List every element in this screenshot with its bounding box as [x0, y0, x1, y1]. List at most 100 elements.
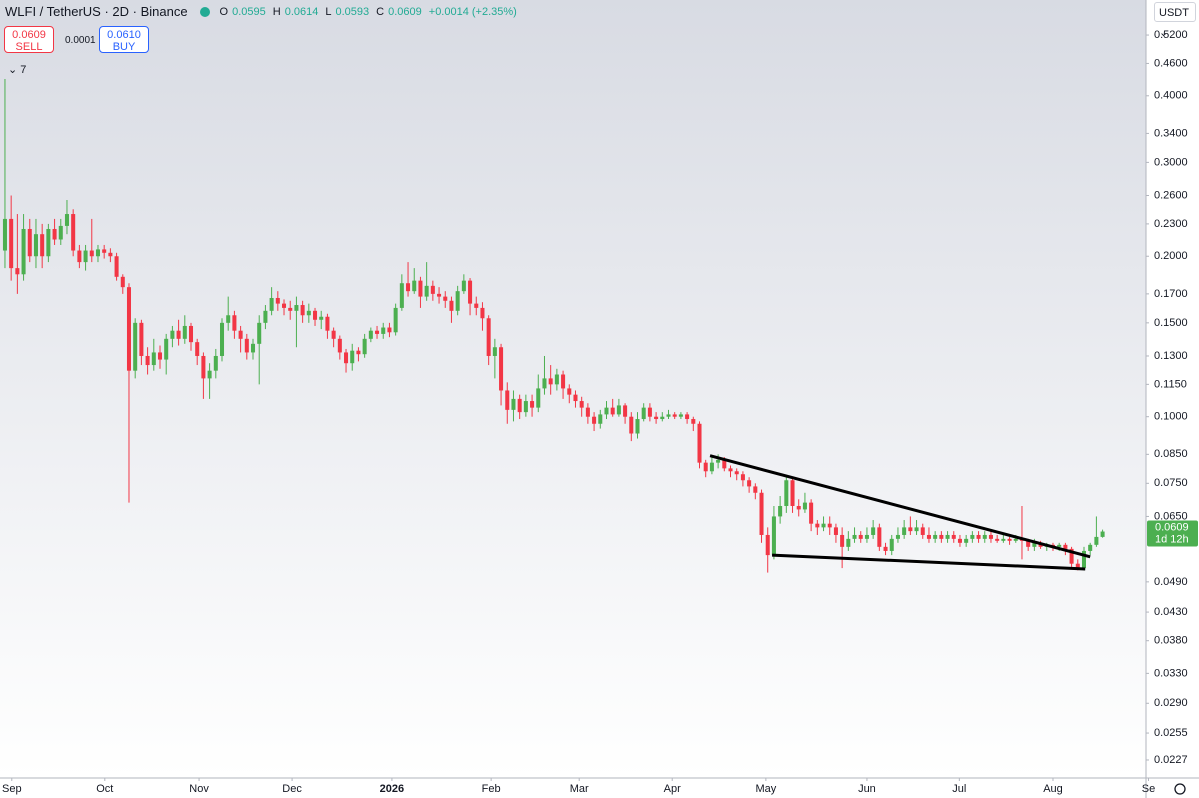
candle-body [480, 307, 485, 319]
candle-body [139, 322, 144, 356]
candle-body [362, 338, 367, 355]
candle-body [282, 303, 287, 308]
candle-body [982, 534, 987, 539]
candle-body [443, 296, 448, 301]
candle-body [914, 527, 919, 532]
candle-body [331, 330, 336, 339]
candle-body [9, 218, 14, 269]
candle-body [616, 405, 621, 415]
candle-body [1026, 540, 1031, 547]
settings-icon[interactable] [1174, 783, 1186, 795]
candle-body [412, 280, 417, 292]
y-tick-label: 0.0290 [1154, 697, 1188, 709]
candle-body [1057, 544, 1062, 547]
candle-body [95, 249, 100, 257]
x-tick-label: Aug [1043, 783, 1063, 795]
y-tick-label: 0.0490 [1154, 576, 1188, 588]
x-tick-label: Oct [96, 783, 113, 795]
candle-body [846, 538, 851, 547]
candle-body [325, 316, 330, 331]
currency-select[interactable]: USDT ⌄ [1154, 2, 1196, 39]
candle-body [697, 423, 702, 463]
buy-button[interactable]: 0.0610 BUY [99, 26, 149, 53]
candle-body [58, 225, 63, 240]
candle-body [561, 374, 566, 389]
y-tick-label: 0.4000 [1154, 90, 1188, 102]
candle-body [821, 523, 826, 528]
time-axis [0, 778, 1146, 798]
candle-body [275, 297, 280, 304]
candle-body [647, 407, 652, 417]
last-price-badge [1147, 520, 1198, 547]
candle-body [1075, 563, 1080, 569]
candle-body [573, 394, 578, 402]
candle-body [728, 468, 733, 472]
candle-body [52, 228, 57, 240]
candle-body [809, 502, 814, 524]
candle-body [499, 347, 504, 391]
candle-body [554, 374, 559, 385]
candle-body [957, 538, 962, 543]
trendline [709, 454, 1091, 559]
buy-label: BUY [112, 41, 136, 53]
candle-body [1081, 550, 1087, 569]
candle-body [988, 534, 993, 539]
candle-body [585, 407, 590, 417]
candle-body [858, 534, 863, 539]
candle-body [883, 546, 888, 551]
candle-body [418, 280, 423, 297]
candle-body [182, 325, 187, 339]
currency: USDT [1159, 7, 1189, 19]
candle-body [71, 214, 76, 251]
candle-body [920, 527, 925, 535]
candle-body [145, 355, 150, 366]
candle-body [939, 534, 944, 539]
candle-body [598, 414, 603, 424]
y-tick-label: 0.5200 [1154, 29, 1188, 41]
candle-body [1063, 544, 1068, 549]
candle-body [437, 293, 442, 297]
candle-body [424, 285, 429, 297]
sell-label: SELL [15, 41, 43, 53]
candle-body [1013, 538, 1018, 541]
candle-body [102, 249, 107, 253]
candle-body [89, 250, 94, 257]
x-tick-label: Jun [858, 783, 876, 795]
x-tick-label: Feb [482, 783, 501, 795]
y-tick-label: 0.3000 [1154, 156, 1188, 168]
candle-body [375, 330, 380, 334]
candle-body [399, 283, 404, 308]
candle-body [2, 218, 7, 251]
indicators-toggle[interactable]: ⌄ 7 [8, 64, 27, 76]
y-tick-label: 0.0380 [1154, 635, 1188, 647]
candle-body [666, 414, 671, 417]
candle-body [108, 252, 113, 257]
x-tick-label: May [755, 783, 776, 795]
candle-body [895, 534, 900, 539]
sell-button[interactable]: 0.0609 SELL [4, 26, 54, 53]
candle-body [269, 297, 274, 311]
candle-body [15, 268, 20, 275]
candle-body [1100, 531, 1105, 537]
trendline [771, 553, 1086, 571]
candle-body [195, 342, 200, 356]
candle-body [1094, 536, 1099, 545]
candle-body [784, 480, 789, 506]
candle-body [1032, 542, 1037, 547]
y-tick-label: 0.1150 [1154, 378, 1187, 390]
buy-price: 0.0610 [107, 29, 141, 41]
candle-body [747, 480, 752, 487]
candle-body [232, 315, 237, 331]
candle-body [238, 330, 243, 339]
candle-body [213, 355, 218, 371]
status-dot [199, 6, 210, 17]
candle-body [505, 390, 510, 410]
y-tick-label: 0.3400 [1154, 127, 1188, 139]
candle-body [1007, 538, 1012, 541]
candle-body [207, 370, 212, 379]
y-tick-label: 0.0430 [1154, 606, 1188, 618]
candle-body [381, 327, 386, 334]
candle-body [21, 228, 26, 275]
candle-body [672, 414, 677, 417]
candle-body [219, 322, 225, 356]
